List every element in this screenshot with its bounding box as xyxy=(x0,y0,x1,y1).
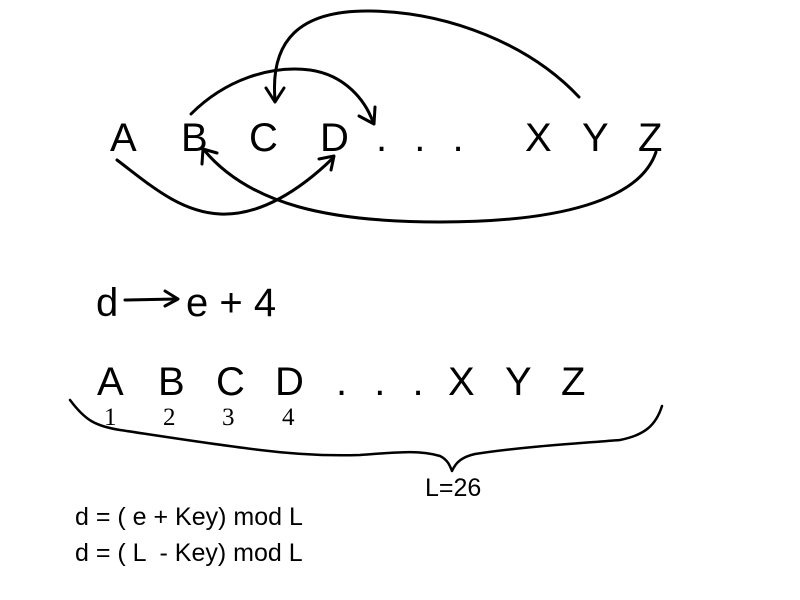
decryption-formula: d = ( L - Key) mod L xyxy=(75,539,303,567)
bottom-letter-x: X xyxy=(448,360,475,404)
arrow-b-to-d xyxy=(189,67,375,124)
bottom-ellipsis: . . . xyxy=(336,360,432,404)
bottom-letter-c: C xyxy=(216,360,245,404)
top-letter-d: D xyxy=(320,116,349,160)
arrow-y-to-c xyxy=(272,9,581,102)
position-number-3: 3 xyxy=(222,404,235,431)
alphabet-length-label: L=26 xyxy=(425,474,482,502)
position-number-1: 1 xyxy=(104,404,117,431)
alphabet-brace xyxy=(68,398,664,473)
arrow-z-to-b xyxy=(202,148,658,224)
position-number-2: 2 xyxy=(163,404,176,431)
position-number-4: 4 xyxy=(282,404,295,431)
top-ellipsis: . . . xyxy=(376,116,472,160)
encryption-formula: d = ( e + Key) mod L xyxy=(75,503,303,531)
arrowhead-at-c xyxy=(264,86,286,104)
mapping-arrow-shaft xyxy=(123,297,178,302)
arrowhead-at-d-bottom xyxy=(317,154,336,172)
arrowhead-at-d-top xyxy=(357,105,377,126)
bottom-letter-z: Z xyxy=(561,360,586,404)
mapping-target-expression: e + 4 xyxy=(186,281,277,325)
top-letter-a: A xyxy=(110,116,137,160)
bottom-letter-a: A xyxy=(97,360,124,404)
arrow-a-to-d xyxy=(115,156,335,216)
bottom-letter-b: B xyxy=(158,360,185,404)
mapping-source-letter: d xyxy=(96,281,119,325)
top-letter-c: C xyxy=(249,116,278,160)
top-letter-x: X xyxy=(525,116,552,160)
arrowhead-at-b xyxy=(200,147,219,166)
mapping-arrowhead xyxy=(163,289,180,308)
bottom-letter-d: D xyxy=(275,360,304,404)
bottom-letter-y: Y xyxy=(505,360,532,404)
top-letter-z: Z xyxy=(638,116,663,160)
top-letter-y: Y xyxy=(582,116,609,160)
